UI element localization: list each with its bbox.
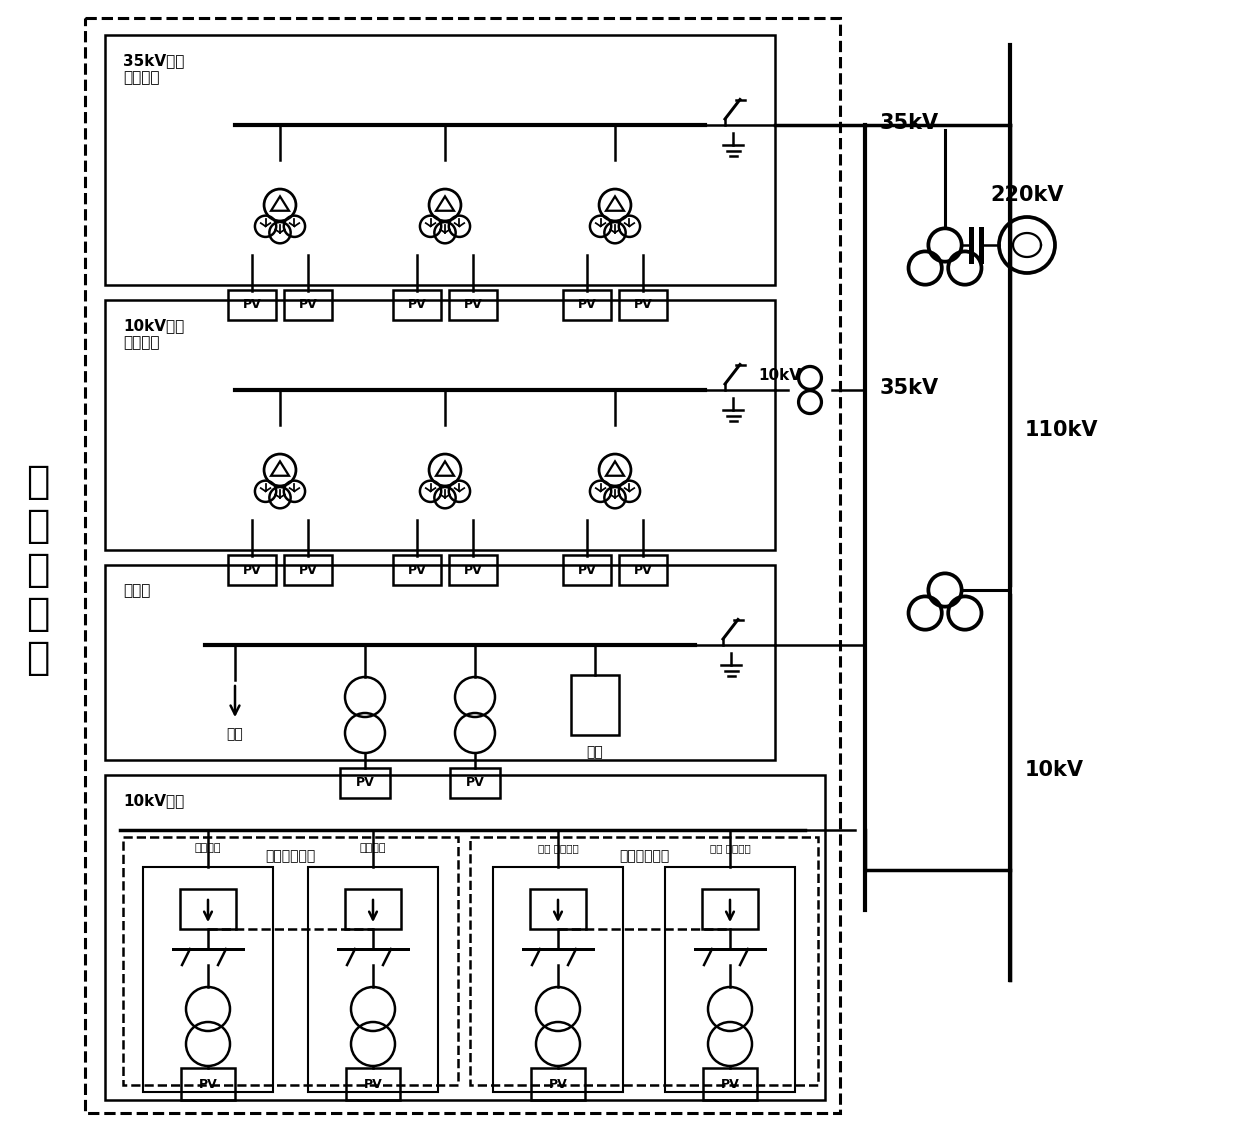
Text: 10kV: 10kV bbox=[1025, 760, 1084, 780]
Text: PV: PV bbox=[408, 564, 427, 576]
Text: 10kV: 10kV bbox=[758, 369, 801, 383]
Bar bbox=[494, 867, 622, 1092]
Text: PV: PV bbox=[299, 299, 317, 311]
Text: PV: PV bbox=[466, 777, 485, 790]
Text: 220kV: 220kV bbox=[990, 185, 1064, 205]
Text: 虚拟电站: 虚拟电站 bbox=[195, 843, 221, 853]
Bar bbox=[570, 675, 619, 735]
Bar bbox=[531, 1068, 585, 1100]
Bar bbox=[619, 290, 667, 319]
Bar bbox=[228, 290, 277, 319]
Text: PV: PV bbox=[548, 1077, 568, 1091]
Text: PV: PV bbox=[243, 564, 262, 576]
Text: 35kV: 35kV bbox=[880, 378, 939, 398]
Bar bbox=[393, 290, 441, 319]
Text: 10kV专线
光伏电站: 10kV专线 光伏电站 bbox=[123, 318, 185, 350]
Text: 就
近
消
纳
群: 就 近 消 纳 群 bbox=[26, 463, 50, 677]
Bar bbox=[86, 18, 839, 1112]
Bar bbox=[346, 1068, 401, 1100]
Text: PV: PV bbox=[356, 777, 374, 790]
Text: 110kV: 110kV bbox=[1025, 420, 1099, 440]
Bar bbox=[143, 867, 273, 1092]
Bar bbox=[228, 555, 277, 585]
Bar bbox=[284, 290, 332, 319]
Text: 微电网: 微电网 bbox=[123, 583, 150, 598]
Bar bbox=[105, 300, 775, 550]
Text: PV: PV bbox=[408, 299, 427, 311]
Bar bbox=[470, 837, 818, 1085]
Text: PV: PV bbox=[578, 299, 596, 311]
Bar bbox=[563, 555, 611, 585]
Bar bbox=[449, 290, 497, 319]
Bar bbox=[345, 889, 401, 929]
Text: 就地消纳集群: 就地消纳集群 bbox=[619, 849, 670, 863]
Bar bbox=[703, 1068, 756, 1100]
Text: PV: PV bbox=[720, 1077, 739, 1091]
Bar bbox=[393, 555, 441, 585]
Bar bbox=[105, 35, 775, 285]
Text: PV: PV bbox=[634, 564, 652, 576]
Bar bbox=[181, 1068, 236, 1100]
Bar bbox=[105, 775, 825, 1100]
Text: 村级 虚拟电站: 村级 虚拟电站 bbox=[709, 843, 750, 853]
Bar bbox=[308, 867, 438, 1092]
Text: PV: PV bbox=[634, 299, 652, 311]
Bar bbox=[123, 837, 458, 1085]
Bar bbox=[665, 867, 795, 1092]
Bar bbox=[450, 768, 500, 798]
Bar bbox=[563, 290, 611, 319]
Bar bbox=[619, 555, 667, 585]
Text: PV: PV bbox=[363, 1077, 382, 1091]
Bar bbox=[702, 889, 758, 929]
Text: PV: PV bbox=[578, 564, 596, 576]
Text: 10kV馈线: 10kV馈线 bbox=[123, 793, 185, 808]
Text: 就地消纳集群: 就地消纳集群 bbox=[265, 849, 315, 863]
Bar bbox=[529, 889, 587, 929]
Text: 村级 虚拟电站: 村级 虚拟电站 bbox=[538, 843, 578, 853]
Bar bbox=[340, 768, 391, 798]
Text: PV: PV bbox=[464, 564, 482, 576]
Text: 负荷: 负荷 bbox=[227, 727, 243, 741]
Text: 储能: 储能 bbox=[587, 745, 604, 759]
Bar bbox=[284, 555, 332, 585]
Text: 虚拟电站: 虚拟电站 bbox=[360, 843, 386, 853]
Text: 35kV: 35kV bbox=[880, 113, 939, 133]
Text: PV: PV bbox=[243, 299, 262, 311]
Text: PV: PV bbox=[299, 564, 317, 576]
Bar bbox=[449, 555, 497, 585]
Text: 35kV专线
光伏电站: 35kV专线 光伏电站 bbox=[123, 52, 185, 86]
Bar bbox=[105, 565, 775, 760]
Bar bbox=[180, 889, 236, 929]
Text: PV: PV bbox=[464, 299, 482, 311]
Text: PV: PV bbox=[198, 1077, 217, 1091]
